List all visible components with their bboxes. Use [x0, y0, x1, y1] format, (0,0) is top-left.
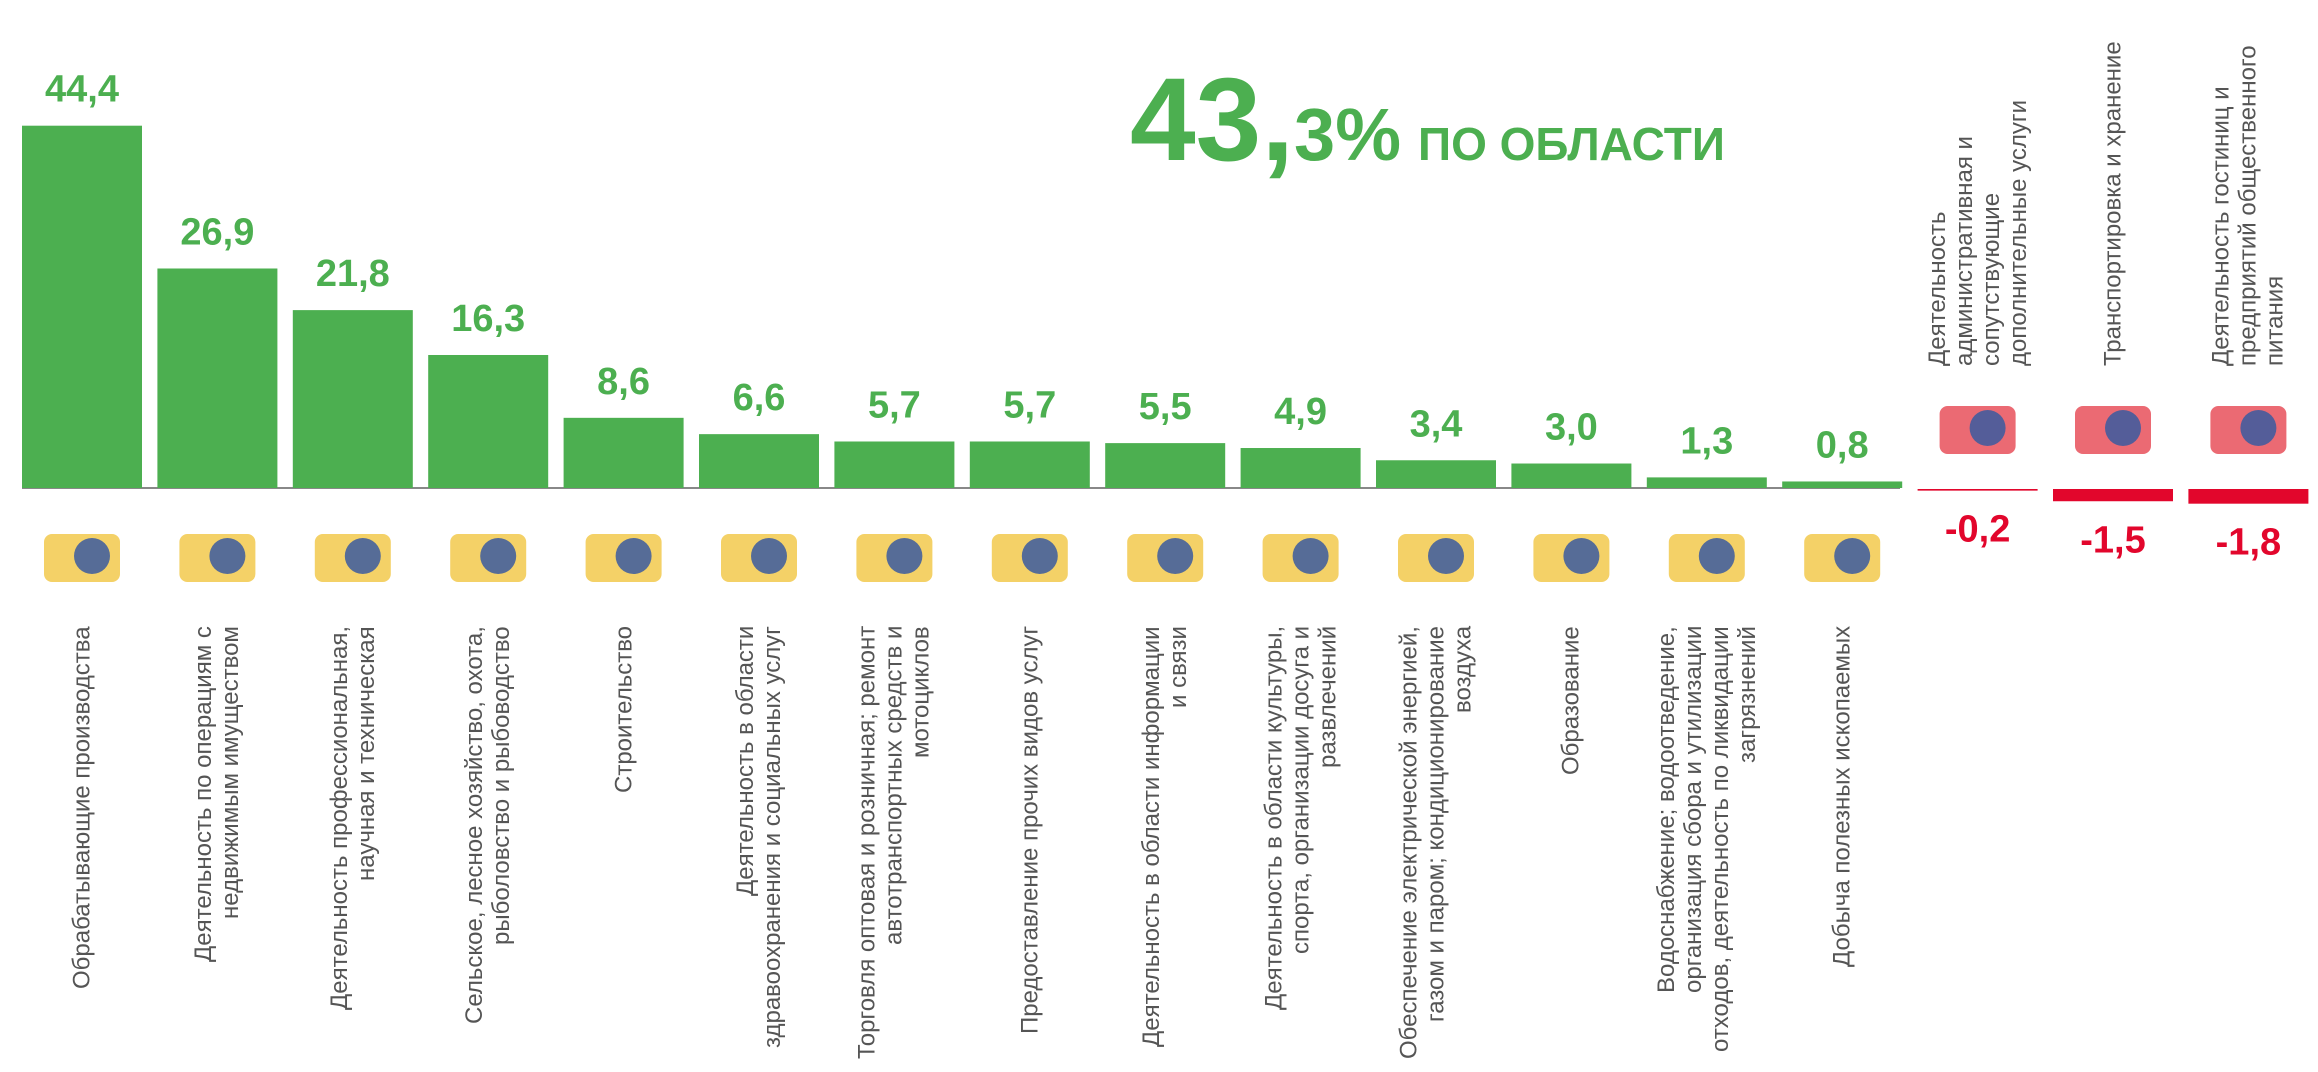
headline: 43,3%: [1130, 54, 1401, 186]
icon: [751, 538, 787, 574]
bar: [1782, 481, 1903, 488]
category-label: Деятельность в области культуры, спорта,…: [1260, 626, 1342, 1011]
icon: [480, 538, 517, 574]
category-label: Деятельность в области информации и связ…: [1138, 626, 1193, 1047]
value-label: 5,5: [1139, 386, 1192, 428]
value-label: 16,3: [451, 298, 525, 340]
category-label: Сельское, лесное хозяйство, охота, рыбол…: [461, 626, 516, 1024]
icon: [209, 538, 246, 574]
category-label: Образование: [1557, 626, 1585, 775]
bar: [22, 125, 142, 489]
bar: [2188, 489, 2309, 504]
bar: [1105, 443, 1226, 488]
value-label: 26,9: [180, 212, 254, 254]
icon: [1698, 538, 1735, 574]
headline-text: ПО ОБЛАСТИ: [1418, 118, 1725, 170]
bar: [2053, 489, 2173, 502]
category-label: Водоснабжение; водоотведение, организаци…: [1652, 626, 1761, 1052]
bar: [292, 310, 413, 488]
bar: [969, 441, 1090, 488]
icon: [886, 538, 923, 574]
value-label: -1,8: [2216, 522, 2281, 564]
icon: [1834, 538, 1871, 574]
category-label: Обеспечение электрической энергией, газо…: [1395, 626, 1477, 1059]
icon: [74, 538, 110, 574]
category-label: Добыча полезных ископаемых: [1828, 626, 1856, 968]
category-label: Деятельность гостиниц и предприятий обще…: [2207, 45, 2289, 366]
category-label: Деятельность административная и сопутств…: [1923, 99, 2032, 366]
value-label: 44,4: [45, 69, 119, 111]
value-label: 0,8: [1816, 425, 1869, 467]
icon: [1292, 538, 1329, 574]
value-label: 3,4: [1410, 403, 1463, 445]
category-label: Деятельность в области здравоохранения и…: [732, 626, 786, 1049]
value-label: 3,0: [1545, 407, 1598, 449]
value-label: 8,6: [597, 361, 650, 403]
icon: [2240, 410, 2277, 446]
bar: [563, 417, 684, 488]
bar: [1376, 460, 1496, 488]
value-label: 5,7: [868, 385, 921, 427]
category-label: Предоставление прочих видов услуг: [1016, 626, 1044, 1035]
icon: [1969, 410, 2006, 446]
bar: [1240, 448, 1361, 488]
icon: [1157, 538, 1194, 574]
category-label: Деятельность профессиональная, научная и…: [325, 626, 380, 1011]
icon: [1428, 538, 1464, 574]
category-label: Деятельность по операциям с недвижимым и…: [190, 626, 245, 962]
category-label: Транспортировка и хранение: [2099, 41, 2127, 366]
icon: [2105, 410, 2141, 446]
bar: [1917, 489, 2038, 491]
icon: [1563, 538, 1600, 574]
bar: [834, 441, 955, 488]
bar: [1511, 463, 1632, 488]
bar: [428, 354, 549, 488]
icon: [344, 538, 381, 574]
value-label: -1,5: [2080, 519, 2145, 561]
value-label: 6,6: [733, 377, 786, 419]
bar: [157, 268, 278, 488]
icon: [1021, 538, 1058, 574]
category-label: Строительство: [610, 626, 638, 794]
bar: [1646, 477, 1767, 488]
category-label: Торговля оптовая и розничная; ремонт авт…: [853, 626, 935, 1060]
value-label: 21,8: [316, 253, 390, 295]
value-label: 5,7: [1003, 385, 1056, 427]
bar: [699, 434, 819, 488]
category-label: Обрабатывающие производства: [68, 626, 96, 989]
value-label: -0,2: [1945, 509, 2010, 551]
icon: [615, 538, 652, 574]
value-label: 1,3: [1680, 420, 1733, 462]
value-label: 4,9: [1274, 391, 1327, 433]
